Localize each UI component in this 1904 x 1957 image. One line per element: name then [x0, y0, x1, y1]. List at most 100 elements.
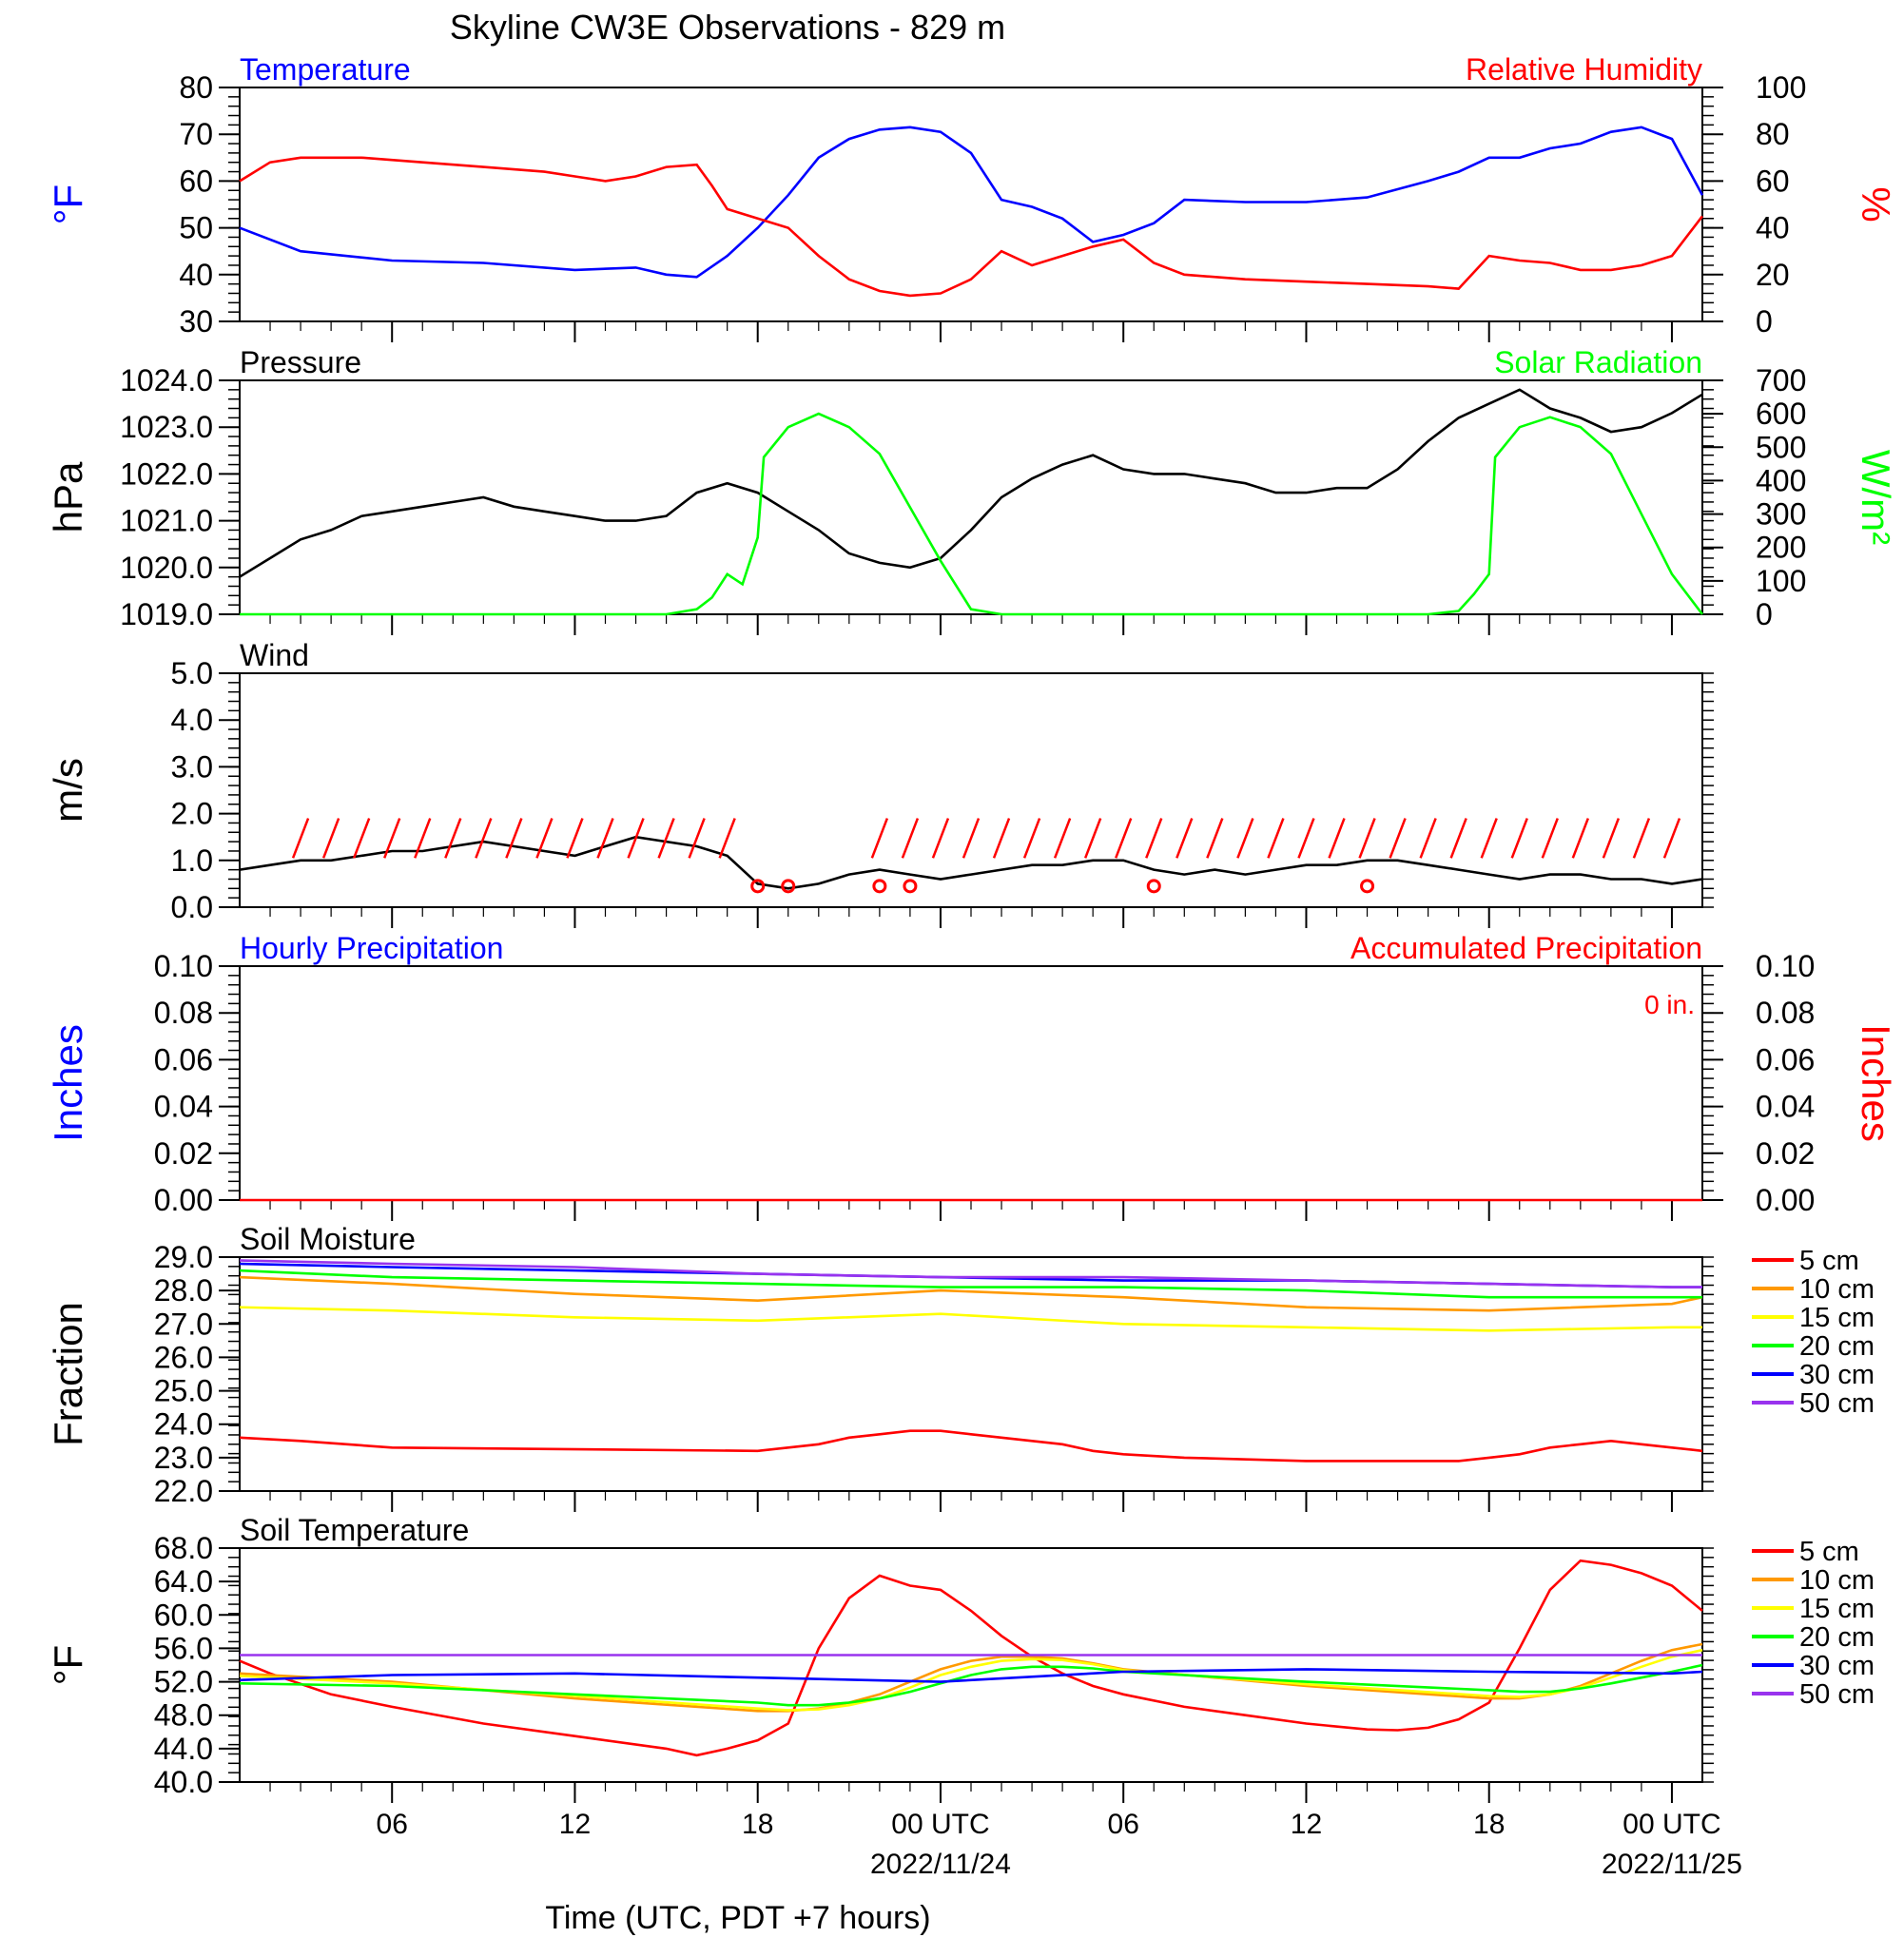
- plot-frame: [239, 672, 1703, 908]
- y-tick-label-left: 22.0: [154, 1474, 213, 1508]
- y-tick-label-left: 0.10: [154, 949, 213, 983]
- series-line-black-0: [239, 835, 1703, 890]
- y-tick-label-left: 1024.0: [120, 363, 213, 397]
- series-line-30cm: [239, 1668, 1703, 1683]
- legend-label: 50 cm: [1799, 1679, 1875, 1710]
- wind-barb: [901, 818, 920, 859]
- wind-barb: [566, 818, 584, 859]
- figure-title: Skyline CW3E Observations - 829 m: [449, 8, 1006, 47]
- y-tick-label-right: 100: [1756, 70, 1806, 105]
- y-tick-label-left: 50: [179, 211, 213, 245]
- series-line-5cm: [239, 1429, 1703, 1463]
- wind-barb: [1541, 818, 1559, 859]
- series-line-black-0: [239, 388, 1703, 578]
- y-axis-label-left: hPa: [46, 461, 90, 533]
- wind-barb: [1419, 818, 1437, 859]
- y-tick-label-right: 0.06: [1756, 1042, 1815, 1076]
- panel-3: 5.0 4.0 3.0 2.0 1.0 0.0 Wind m/s: [46, 638, 1714, 928]
- y-tick-label-left: 40: [179, 258, 213, 292]
- y-tick-label-right: 600: [1756, 397, 1806, 431]
- y-axis-label-left: Fraction: [46, 1302, 90, 1446]
- y-tick-label-right: 500: [1756, 430, 1806, 464]
- wind-barb: [1632, 818, 1651, 859]
- wind-barb: [1083, 818, 1102, 859]
- x-tick-label: 06: [377, 1809, 408, 1840]
- panel-title-left: Soil Moisture: [240, 1222, 416, 1256]
- x-tick-label: 00 UTC: [1622, 1809, 1720, 1840]
- x-date-label: 2022/11/25: [1602, 1849, 1742, 1880]
- y-tick-label-right: 0.08: [1756, 996, 1815, 1030]
- y-tick-label-right: 0.10: [1756, 949, 1815, 983]
- legend-label: 30 cm: [1799, 1360, 1875, 1390]
- y-tick-label-left: 29.0: [154, 1240, 213, 1274]
- wind-barb: [992, 818, 1011, 859]
- x-date-label: 2022/11/24: [870, 1849, 1011, 1880]
- wind-barb: [931, 818, 950, 859]
- panel-title-right: Accumulated Precipitation: [1350, 931, 1702, 965]
- y-tick-label-right: 0: [1756, 597, 1773, 631]
- series-line-blue-0: [239, 126, 1704, 279]
- wind-barb: [1358, 818, 1376, 859]
- y-tick-label-left: 5.0: [171, 656, 213, 690]
- wind-barb: [870, 818, 889, 859]
- y-tick-label-left: 52.0: [154, 1665, 213, 1699]
- x-tick-label: 06: [1108, 1809, 1139, 1840]
- wind-barb: [414, 818, 432, 859]
- y-tick-label-right: 0: [1756, 304, 1773, 339]
- panel-title-left: Temperature: [240, 52, 411, 87]
- y-tick-label-left: 25.0: [154, 1374, 213, 1408]
- y-tick-label-right: 400: [1756, 463, 1806, 497]
- series-line-green-1: [240, 412, 1704, 616]
- panel-title-left: Wind: [240, 638, 309, 672]
- panel-title-right: Relative Humidity: [1466, 52, 1702, 87]
- panel-2: 1024.0 1023.0 1022.0 1021.0 1020.0 1019.0 7006…: [46, 345, 1898, 635]
- y-tick-label-left: 26.0: [154, 1340, 213, 1374]
- wind-barb: [475, 818, 493, 859]
- plot-frame: [239, 965, 1703, 1201]
- wind-barb: [1449, 818, 1467, 859]
- y-tick-label-left: 4.0: [171, 703, 213, 737]
- plot-frame: [239, 87, 1703, 322]
- x-tick-label: 00 UTC: [891, 1809, 989, 1840]
- wind-barb: [383, 818, 401, 859]
- wind-barb: [1662, 818, 1681, 859]
- series-line-20cm: [239, 1269, 1702, 1299]
- series-line-10cm: [239, 1275, 1703, 1312]
- y-tick-label-left: 60: [179, 164, 213, 198]
- y-tick-label-right: 700: [1756, 363, 1806, 397]
- wind-barb: [688, 818, 706, 859]
- legend-label: 15 cm: [1799, 1594, 1875, 1624]
- y-tick-label-left: 24.0: [154, 1407, 213, 1442]
- calm-wind-marker: [1146, 879, 1161, 894]
- panel-5: 29.028.027.026.025.024.023.022.0 Soil Moi…: [46, 1222, 1875, 1512]
- y-tick-label-left: 2.0: [171, 797, 213, 831]
- wind-barb: [1206, 818, 1224, 859]
- x-tick-label: 12: [559, 1809, 591, 1840]
- wind-barb: [1571, 818, 1590, 859]
- calm-wind-marker: [750, 879, 766, 894]
- y-tick-label-left: 0.0: [171, 890, 213, 924]
- legend-label: 20 cm: [1799, 1622, 1875, 1653]
- y-tick-label-left: 1023.0: [120, 410, 213, 444]
- wind-barb: [1328, 818, 1346, 859]
- y-tick-label-left: 0.00: [154, 1183, 213, 1217]
- legend-label: 20 cm: [1799, 1331, 1875, 1362]
- x-tick-label: 18: [1473, 1809, 1505, 1840]
- legend-label: 10 cm: [1799, 1274, 1875, 1305]
- y-tick-label-right: 80: [1756, 117, 1790, 151]
- wind-barb: [596, 818, 614, 859]
- wind-barb: [444, 818, 462, 859]
- y-axis-label-left: °F: [46, 184, 90, 224]
- wind-barb: [1053, 818, 1072, 859]
- y-tick-label-left: 70: [179, 117, 213, 151]
- y-tick-label-right: 60: [1756, 164, 1790, 198]
- calm-wind-marker: [872, 879, 887, 894]
- legend-label: 50 cm: [1799, 1388, 1875, 1419]
- panel-title-left: Pressure: [240, 345, 361, 379]
- wind-barb: [1510, 818, 1528, 859]
- y-tick-label-right: 100: [1756, 564, 1806, 598]
- panel-title-left: Hourly Precipitation: [240, 931, 503, 965]
- wind-barb: [1236, 818, 1254, 859]
- y-axis-label-right: W/m²: [1854, 450, 1898, 545]
